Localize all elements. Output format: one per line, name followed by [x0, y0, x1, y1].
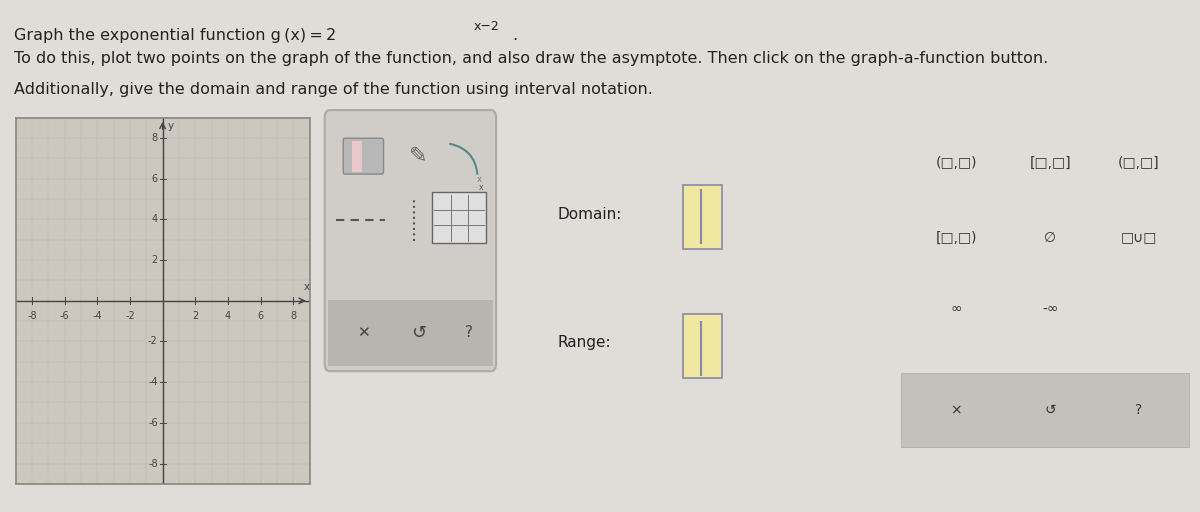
- Text: -∞: -∞: [1043, 302, 1058, 315]
- Text: [□,□): [□,□): [936, 231, 977, 245]
- Text: [□,□]: [□,□]: [1030, 156, 1072, 170]
- Text: x: x: [304, 282, 311, 292]
- Text: x−2: x−2: [474, 20, 499, 33]
- FancyBboxPatch shape: [328, 300, 493, 366]
- FancyBboxPatch shape: [352, 141, 361, 172]
- Text: -4: -4: [92, 311, 102, 321]
- FancyBboxPatch shape: [343, 138, 384, 174]
- Text: (□,□): (□,□): [936, 156, 977, 170]
- Text: 6: 6: [151, 174, 157, 184]
- Text: -2: -2: [148, 336, 157, 347]
- FancyBboxPatch shape: [432, 192, 486, 243]
- Text: (□,□]: (□,□]: [1118, 156, 1159, 170]
- Text: 8: 8: [290, 311, 296, 321]
- Text: Additionally, give the domain and range of the function using interval notation.: Additionally, give the domain and range …: [14, 82, 653, 97]
- Text: 4: 4: [224, 311, 230, 321]
- Text: -2: -2: [125, 311, 134, 321]
- Text: 4: 4: [151, 215, 157, 224]
- Text: 8: 8: [151, 133, 157, 143]
- FancyBboxPatch shape: [683, 185, 722, 249]
- Text: .: .: [512, 28, 517, 43]
- Text: 6: 6: [258, 311, 264, 321]
- Text: ↺: ↺: [412, 324, 426, 342]
- Text: x: x: [476, 175, 481, 184]
- Text: Graph the exponential function g (x) = 2: Graph the exponential function g (x) = 2: [14, 28, 337, 43]
- Text: ×: ×: [950, 403, 962, 417]
- Text: -6: -6: [148, 418, 157, 428]
- FancyBboxPatch shape: [683, 314, 722, 378]
- Text: -8: -8: [28, 311, 37, 321]
- Text: 2: 2: [192, 311, 198, 321]
- Text: ∞: ∞: [950, 302, 962, 315]
- Text: Range:: Range:: [557, 335, 611, 350]
- Text: To do this, plot two points on the graph of the function, and also draw the asym: To do this, plot two points on the graph…: [14, 51, 1049, 66]
- Text: -6: -6: [60, 311, 70, 321]
- FancyBboxPatch shape: [325, 110, 496, 371]
- Text: 2: 2: [151, 255, 157, 265]
- Text: □∪□: □∪□: [1121, 231, 1157, 245]
- FancyBboxPatch shape: [900, 373, 1189, 447]
- Text: -4: -4: [148, 377, 157, 387]
- Text: -8: -8: [148, 459, 157, 468]
- Text: ∅: ∅: [1044, 231, 1056, 245]
- Text: ✎: ✎: [409, 146, 428, 166]
- Text: y: y: [168, 121, 174, 131]
- Text: x: x: [479, 183, 484, 192]
- Text: ✕: ✕: [356, 325, 370, 340]
- Text: ?: ?: [1135, 403, 1142, 417]
- Text: ↺: ↺: [1045, 403, 1056, 417]
- Text: ?: ?: [466, 325, 473, 340]
- Text: Domain:: Domain:: [557, 206, 622, 222]
